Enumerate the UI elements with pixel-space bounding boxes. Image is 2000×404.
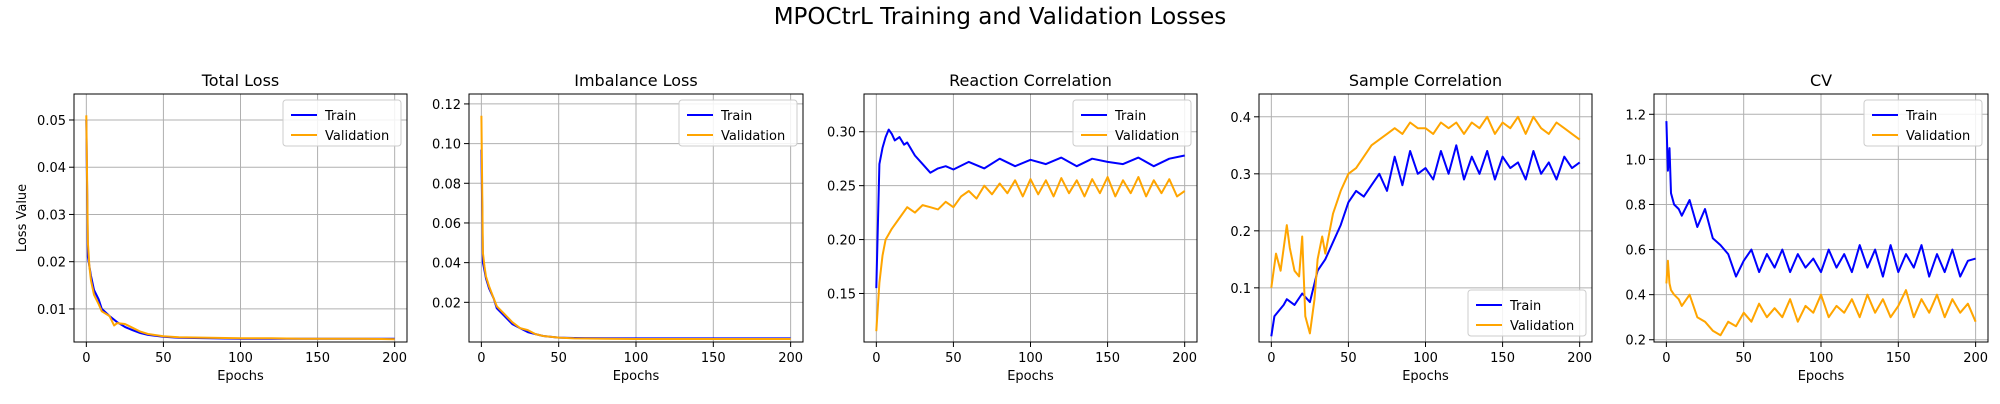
series-line-train (1270, 144, 1581, 337)
x-tick-label: 100 (624, 351, 649, 366)
legend: Train Validation (282, 99, 402, 147)
x-axis-label: Epochs (1007, 369, 1054, 384)
subplot-5: 0 50 100 150 200 0.2 0.4 0.6 0.8 1.0 1.2 CV Epochs Tr… (1625, 71, 1989, 384)
y-tick-label: 0.10 (432, 138, 461, 153)
y-tick-label: 0.03 (37, 208, 66, 223)
y-tick-label: 1.0 (1625, 153, 1646, 168)
legend-label-validation: Validation (1115, 129, 1179, 144)
x-tick-label: 0 (477, 351, 485, 366)
y-tick-label: 0.04 (432, 257, 461, 272)
x-tick-label: 150 (305, 351, 330, 366)
x-tick-label: 50 (550, 351, 567, 366)
figure-title: MPOCtrL Training and Validation Losses (773, 4, 1227, 30)
x-tick-label: 50 (1340, 351, 1357, 366)
x-tick-label: 200 (1963, 351, 1988, 366)
x-tick-label: 150 (1490, 351, 1515, 366)
y-tick-label: 0.8 (1625, 198, 1646, 213)
x-tick-label: 100 (1809, 351, 1834, 366)
y-tick-label: 0.12 (432, 98, 461, 113)
legend-label-validation: Validation (721, 129, 785, 144)
y-tick-label: 0.30 (827, 126, 856, 141)
series-line-validation (1270, 115, 1581, 335)
legend: Train Validation (1072, 99, 1192, 147)
y-tick-label: 1.2 (1625, 108, 1646, 123)
y-tick-label: 0.15 (827, 287, 856, 302)
subplot-title: Reaction Correlation (949, 71, 1112, 90)
legend-label-validation: Validation (1510, 319, 1574, 334)
y-tick-label: 0.06 (432, 217, 461, 232)
subplot-3: 0 50 100 150 200 0.15 0.20 0.25 0.30 Reaction Cor… (827, 71, 1198, 384)
x-tick-label: 0 (1267, 351, 1275, 366)
subplot-1: 0 50 100 150 200 0.01 0.02 0.03 0.04 0.05 Total Lo… (15, 71, 408, 384)
y-tick-label: 0.3 (1230, 168, 1251, 183)
subplot-title: Imbalance Loss (574, 71, 697, 90)
x-tick-label: 200 (382, 351, 407, 366)
x-tick-label: 0 (1662, 351, 1670, 366)
y-axis-label: Loss Value (15, 184, 30, 252)
series-line-validation (85, 115, 395, 341)
x-tick-label: 0 (872, 351, 880, 366)
y-tick-label: 0.2 (1230, 225, 1251, 240)
legend-label-train: Train (1509, 299, 1541, 314)
x-tick-label: 50 (945, 351, 962, 366)
legend-label-train: Train (1905, 109, 1937, 124)
legend-label-train: Train (1114, 109, 1146, 124)
legend: Train Validation (678, 99, 798, 147)
y-tick-label: 0.1 (1230, 282, 1251, 297)
x-tick-label: 150 (1886, 351, 1911, 366)
legend: Train Validation (1863, 99, 1983, 147)
series-line-train (875, 128, 1185, 289)
y-tick-label: 0.08 (432, 177, 461, 192)
series-line-validation (875, 176, 1186, 332)
y-tick-label: 0.4 (1625, 289, 1646, 304)
subplot-title: Total Loss (201, 71, 280, 90)
x-axis-label: Epochs (217, 369, 264, 384)
x-axis-label: Epochs (613, 369, 660, 384)
y-tick-label: 0.4 (1230, 111, 1251, 126)
y-tick-label: 0.02 (37, 256, 66, 271)
series-line-validation (480, 115, 791, 340)
x-tick-label: 150 (701, 351, 726, 366)
y-tick-label: 0.05 (37, 114, 66, 129)
y-tick-label: 0.01 (37, 303, 66, 318)
series-line-validation (1665, 259, 1977, 337)
subplot-4: 0 50 100 150 200 0.1 0.2 0.3 0.4 Sample Correlati… (1230, 71, 1593, 384)
y-tick-label: 0.2 (1625, 334, 1646, 349)
subplot-2: 0 50 100 150 200 0.02 0.04 0.06 0.08 0.10 0.12 Imba… (432, 71, 804, 384)
y-tick-label: 0.6 (1625, 244, 1646, 259)
legend-label-validation: Validation (325, 129, 389, 144)
subplot-title: CV (1810, 71, 1832, 90)
x-tick-label: 50 (1735, 351, 1752, 366)
y-tick-label: 0.25 (827, 180, 856, 195)
series-line-train (1665, 121, 1976, 278)
x-tick-label: 200 (1172, 351, 1197, 366)
x-tick-label: 200 (778, 351, 803, 366)
x-axis-label: Epochs (1402, 369, 1449, 384)
x-tick-label: 100 (228, 351, 253, 366)
y-tick-label: 0.02 (432, 296, 461, 311)
x-tick-label: 150 (1095, 351, 1120, 366)
legend-label-train: Train (324, 109, 356, 124)
y-tick-label: 0.20 (827, 234, 856, 249)
subplot-title: Sample Correlation (1349, 71, 1502, 90)
legend-label-train: Train (720, 109, 752, 124)
x-tick-label: 0 (82, 351, 90, 366)
y-tick-label: 0.04 (37, 161, 66, 176)
x-axis-label: Epochs (1798, 369, 1845, 384)
x-tick-label: 100 (1018, 351, 1043, 366)
x-tick-label: 200 (1567, 351, 1592, 366)
legend: Train Validation (1467, 289, 1587, 337)
legend-label-validation: Validation (1906, 129, 1970, 144)
x-tick-label: 100 (1413, 351, 1438, 366)
x-tick-label: 50 (155, 351, 172, 366)
